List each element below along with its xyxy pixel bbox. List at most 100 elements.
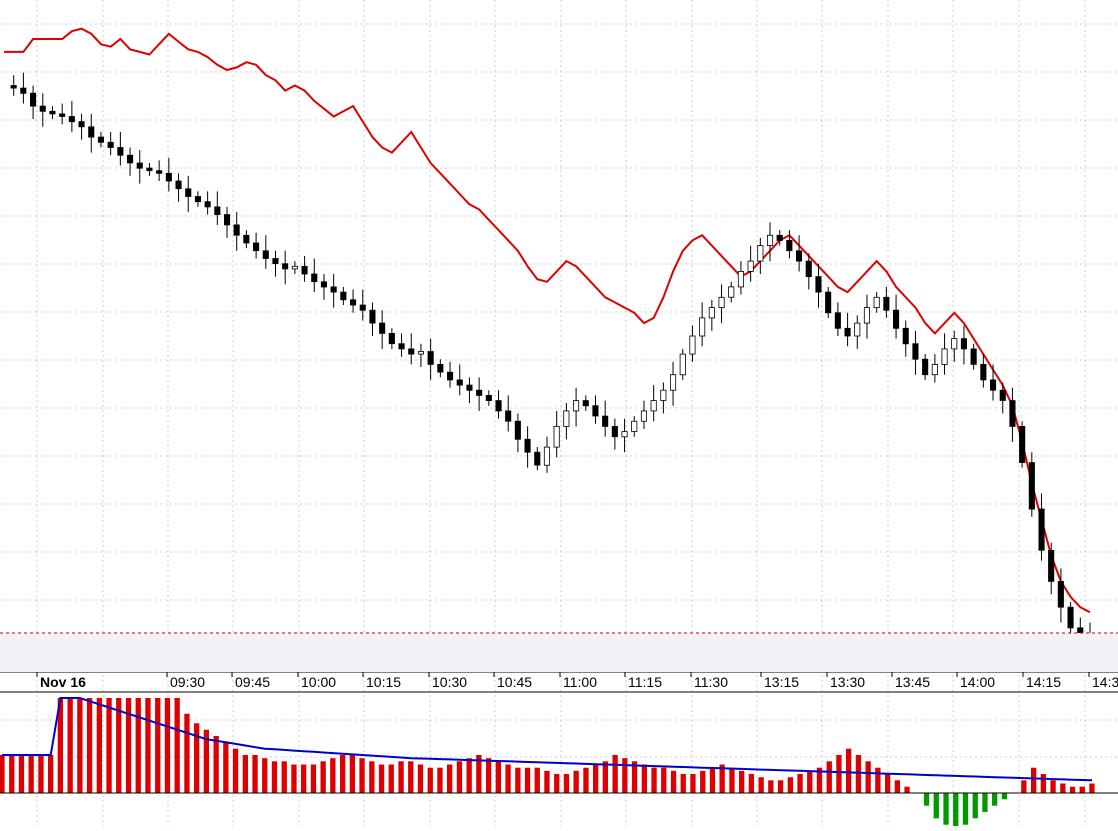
candle-body-28 [272, 258, 279, 265]
volume-bar-18 [174, 698, 180, 793]
x-tick-label-5: 10:30 [432, 674, 467, 690]
volume-bar-56 [544, 770, 550, 793]
volume-bar-39 [378, 764, 385, 793]
volume-bar-89 [865, 761, 871, 793]
candle-body-103 [999, 389, 1006, 401]
volume-bar-101 [982, 793, 988, 812]
price-candles [10, 72, 1094, 659]
candle-body-48 [466, 384, 473, 391]
x-tick-label-3: 10:00 [301, 674, 336, 690]
volume-bar-10 [96, 698, 102, 793]
volume-bar-3 [28, 755, 34, 793]
candle-body-30 [291, 265, 298, 270]
candle-body-35 [340, 291, 347, 301]
candle-body-60 [582, 400, 589, 407]
volume-bar-91 [885, 774, 891, 793]
candle-body-39 [379, 322, 386, 334]
candle-body-18 [175, 180, 182, 190]
candle-body-76 [737, 270, 744, 288]
x-tick-label-15: 14:3 [1092, 674, 1118, 690]
candle-body-19 [185, 188, 192, 197]
candle-body-78 [757, 245, 764, 262]
candle-body-81 [786, 239, 793, 252]
volume-bar-98 [953, 793, 959, 831]
volume-bar-62 [602, 761, 608, 793]
volume-bar-6 [57, 698, 63, 793]
volume-bar-68 [661, 767, 667, 793]
candle-body-89 [863, 307, 870, 324]
candle-body-58 [563, 410, 570, 427]
candle-body-43 [417, 351, 424, 355]
candle-body-31 [301, 265, 308, 275]
volume-bar-95 [923, 793, 930, 806]
x-tick-label-1: 09:30 [170, 674, 205, 690]
candle-body-27 [262, 250, 269, 259]
volume-bar-65 [631, 761, 638, 793]
candle-body-42 [408, 348, 415, 355]
volume-bar-17 [164, 698, 171, 793]
candle-body-61 [592, 405, 599, 417]
candle-body-110 [1067, 606, 1074, 629]
candle-body-91 [883, 296, 890, 311]
candle-body-55 [534, 451, 541, 466]
volume-bar-20 [194, 723, 200, 793]
volume-bar-48 [466, 758, 472, 793]
candle-body-64 [621, 431, 628, 438]
candle-body-51 [495, 400, 502, 412]
volume-bar-90 [875, 767, 881, 793]
volume-bar-87 [846, 748, 852, 793]
candle-body-4 [39, 105, 46, 112]
volume-bar-112 [1089, 783, 1095, 793]
volume-bar-97 [943, 793, 949, 825]
volume-bar-54 [524, 767, 531, 793]
candle-body-2 [20, 87, 27, 94]
candle-body-6 [59, 113, 66, 117]
candle-body-102 [990, 379, 997, 391]
volume-bar-33 [320, 761, 326, 793]
candle-body-26 [252, 242, 260, 252]
candle-body-25 [243, 234, 250, 244]
volume-bar-47 [456, 761, 463, 793]
x-tick-label-7: 11:00 [563, 674, 597, 690]
volume-bar-83 [807, 770, 813, 793]
candle-body-98 [951, 338, 958, 350]
candle-body-66 [640, 410, 647, 422]
candle-body-80 [776, 234, 783, 241]
candle-body-21 [204, 201, 211, 208]
x-tick-label-13: 14:00 [960, 674, 995, 690]
candle-body-8 [78, 121, 85, 128]
volume-bar-77 [748, 774, 754, 793]
candle-body-24 [233, 224, 240, 236]
volume-bar-7 [67, 698, 73, 793]
candle-body-99 [960, 338, 967, 350]
volume-bar-9 [86, 698, 93, 793]
volume-bar-93 [904, 786, 910, 793]
volume-bar-13 [125, 698, 132, 793]
volume-bar-71 [690, 774, 696, 793]
volume-bar-53 [515, 767, 521, 793]
candle-body-105 [1019, 425, 1026, 463]
volume-bar-110 [1069, 786, 1076, 793]
candle-body-17 [165, 172, 172, 182]
candle-body-47 [456, 379, 463, 386]
candle-body-95 [922, 358, 929, 376]
candle-body-45 [437, 363, 444, 373]
volume-bar-34 [330, 758, 336, 793]
volume-bar-100 [972, 793, 978, 819]
volume-bar-31 [301, 764, 307, 793]
candle-body-10 [97, 136, 105, 143]
candle-body-93 [902, 327, 909, 345]
volume-bar-82 [797, 774, 803, 793]
candle-body-63 [611, 425, 618, 438]
price-overlay-line [4, 27, 1091, 614]
candle-body-73 [708, 307, 715, 319]
candle-body-9 [88, 126, 95, 138]
candle-body-29 [282, 263, 289, 270]
x-tick-label-8: 11:15 [628, 674, 662, 690]
volume-bar-51 [495, 761, 501, 793]
volume-bar-12 [116, 698, 122, 793]
candle-body-1 [10, 85, 17, 89]
volume-bar-15 [145, 698, 151, 793]
